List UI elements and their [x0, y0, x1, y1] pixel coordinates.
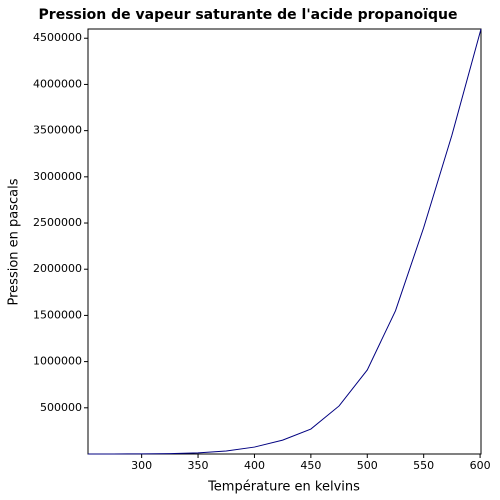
x-tick-label: 600: [470, 459, 491, 472]
x-tick-label: 400: [244, 459, 265, 472]
y-tick-label: 3000000: [33, 170, 82, 183]
x-tick-label: 300: [131, 459, 152, 472]
y-tick-label: 2500000: [33, 216, 82, 229]
x-axis-label: Température en kelvins: [207, 480, 360, 495]
x-tick-label: 500: [357, 459, 378, 472]
y-tick-label: 2000000: [33, 262, 82, 275]
y-axis-label: Pression en pascals: [7, 178, 22, 305]
y-tick-label: 4500000: [33, 31, 82, 44]
y-tick-label: 1500000: [33, 308, 82, 321]
y-tick-label: 3500000: [33, 124, 82, 137]
y-tick-label: 500000: [40, 401, 82, 414]
y-tick-label: 4000000: [33, 77, 82, 90]
x-tick-label: 450: [300, 459, 321, 472]
plot-frame: [87, 28, 482, 455]
data-line: [87, 28, 482, 455]
x-tick-label: 550: [413, 459, 434, 472]
x-tick-label: 350: [188, 459, 209, 472]
y-tick-label: 1000000: [33, 355, 82, 368]
chart-title: Pression de vapeur saturante de l'acide …: [39, 7, 458, 23]
